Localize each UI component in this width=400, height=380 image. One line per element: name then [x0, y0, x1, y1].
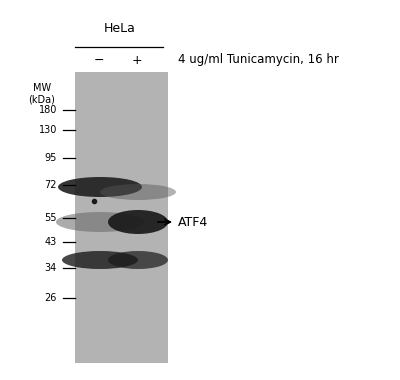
Text: 72: 72: [44, 180, 57, 190]
Text: 26: 26: [45, 293, 57, 303]
Ellipse shape: [108, 251, 168, 269]
Ellipse shape: [108, 210, 168, 234]
Ellipse shape: [56, 212, 144, 232]
Text: 130: 130: [39, 125, 57, 135]
Text: −: −: [94, 54, 104, 66]
Text: 55: 55: [44, 213, 57, 223]
Text: +: +: [132, 54, 142, 66]
Text: 34: 34: [45, 263, 57, 273]
Text: 180: 180: [39, 105, 57, 115]
Text: ATF4: ATF4: [178, 215, 208, 228]
Text: 95: 95: [45, 153, 57, 163]
Text: 43: 43: [45, 237, 57, 247]
Text: HeLa: HeLa: [104, 22, 136, 35]
Text: MW: MW: [33, 83, 51, 93]
Text: (kDa): (kDa): [28, 95, 56, 105]
Ellipse shape: [58, 177, 142, 197]
Ellipse shape: [62, 251, 138, 269]
Bar: [75, 72, 168, 363]
Text: 4 ug/ml Tunicamycin, 16 hr: 4 ug/ml Tunicamycin, 16 hr: [178, 54, 339, 66]
Ellipse shape: [100, 184, 176, 200]
